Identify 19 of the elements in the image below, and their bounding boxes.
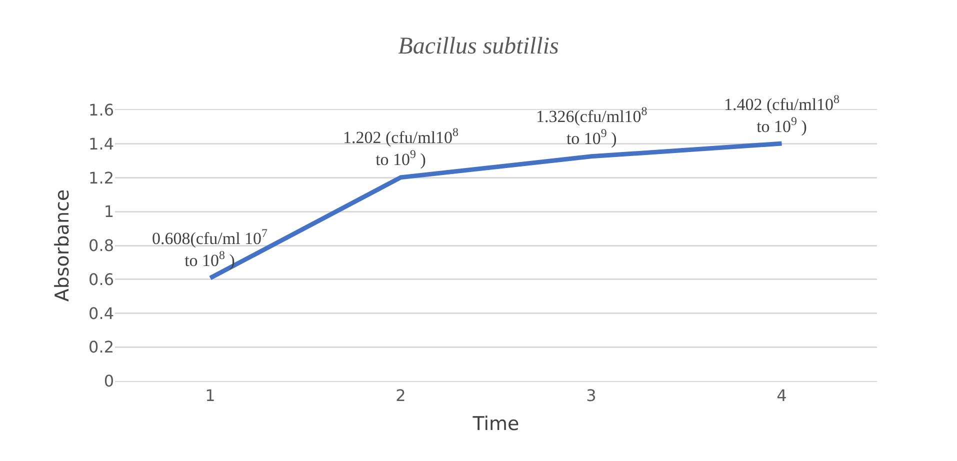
x-tick-label: 1 bbox=[205, 386, 216, 406]
chart-title: Bacillus subtillis bbox=[398, 34, 559, 60]
y-tick-label: 0.2 bbox=[88, 338, 114, 357]
y-tick-label: 1.6 bbox=[88, 100, 114, 120]
x-axis-title: Time bbox=[472, 413, 520, 435]
y-tick-label: 1.2 bbox=[88, 168, 114, 188]
y-tick-label: 1.4 bbox=[88, 134, 114, 154]
x-tick-label: 2 bbox=[396, 386, 406, 406]
x-tick-label: 4 bbox=[776, 386, 787, 406]
x-tick-label: 3 bbox=[586, 386, 596, 406]
y-tick-label: 1 bbox=[104, 202, 114, 222]
y-tick-label: 0.4 bbox=[88, 304, 114, 323]
y-tick-label: 0.8 bbox=[88, 236, 114, 256]
y-tick-label: 0.6 bbox=[88, 270, 114, 289]
y-axis-title: Absorbance bbox=[51, 189, 74, 302]
text: 1.402 (cfu/ml10$^{8}$ to 10$^{9}$ ) bbox=[724, 92, 840, 136]
text: 1.202 (cfu/ml10$^{8}$ to 10$^{9}$ ) bbox=[343, 125, 458, 170]
text: 1.326(cfu/ml10$^{8}$ to 10$^{9}$ ) bbox=[536, 104, 648, 148]
y-tick-label: 0 bbox=[104, 372, 114, 391]
